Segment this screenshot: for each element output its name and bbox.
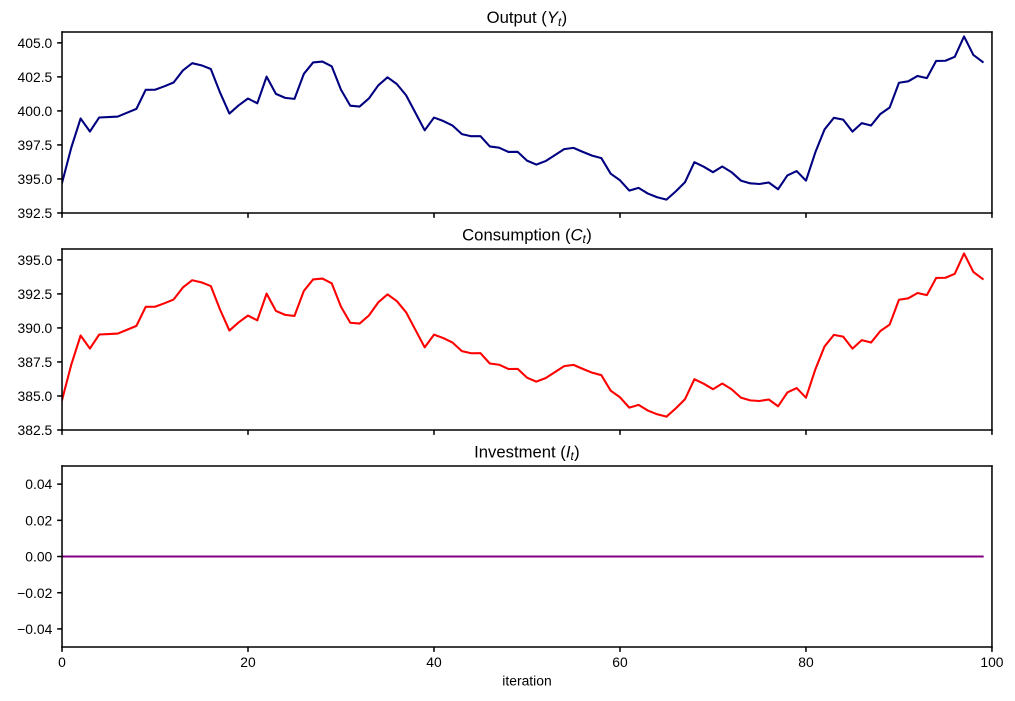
svg-text:395.0: 395.0: [18, 252, 53, 268]
svg-text:397.5: 397.5: [18, 137, 53, 153]
svg-text:iteration: iteration: [502, 672, 551, 688]
svg-text:0: 0: [58, 654, 66, 670]
svg-text:400.0: 400.0: [18, 103, 53, 119]
svg-text:395.0: 395.0: [18, 171, 53, 187]
svg-text:−0.02: −0.02: [17, 585, 52, 601]
svg-text:20: 20: [240, 654, 256, 670]
svg-text:382.5: 382.5: [18, 422, 53, 438]
svg-text:40: 40: [426, 654, 442, 670]
svg-text:405.0: 405.0: [18, 35, 53, 51]
svg-text:−0.04: −0.04: [17, 621, 52, 637]
svg-text:392.5: 392.5: [18, 286, 53, 302]
svg-text:0.00: 0.00: [25, 549, 52, 565]
svg-text:402.5: 402.5: [18, 69, 53, 85]
svg-text:390.0: 390.0: [18, 320, 53, 336]
svg-text:0.04: 0.04: [25, 476, 52, 492]
svg-text:392.5: 392.5: [18, 205, 53, 221]
svg-text:60: 60: [612, 654, 628, 670]
svg-text:80: 80: [798, 654, 814, 670]
svg-text:0.02: 0.02: [25, 512, 52, 528]
svg-text:100: 100: [980, 654, 1003, 670]
svg-text:385.0: 385.0: [18, 388, 53, 404]
svg-text:387.5: 387.5: [18, 354, 53, 370]
